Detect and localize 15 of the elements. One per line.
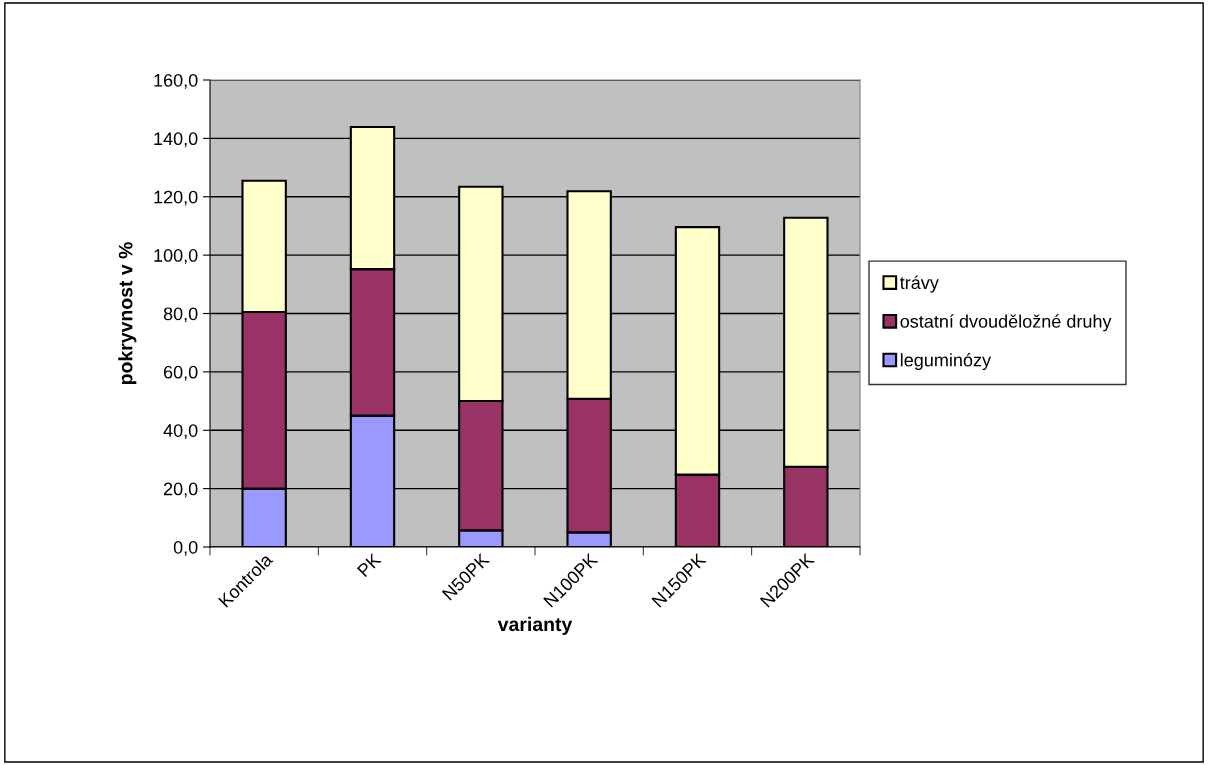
y-tick-label: 60,0 [163,365,198,381]
y-tick-label: 20,0 [163,482,198,498]
y-tick-label: 140,0 [154,132,198,148]
legend-label: leguminózy [900,353,992,371]
legend-label: trávy [900,275,939,293]
y-tick-label: 120,0 [154,190,198,206]
y-tick-label: 160,0 [154,73,198,89]
x-axis-title: varianty [497,616,573,635]
legend-label: ostatní dvouděložné druhy [900,314,1112,332]
y-tick-label: 0,0 [173,540,198,556]
y-tick-label: 100,0 [154,249,198,264]
y-tick-label: 80,0 [163,307,198,323]
y-tick-label: 40,0 [163,424,198,440]
x-tick-label: PK [356,552,382,578]
y-axis-title: pokryvnost v % [118,242,137,385]
